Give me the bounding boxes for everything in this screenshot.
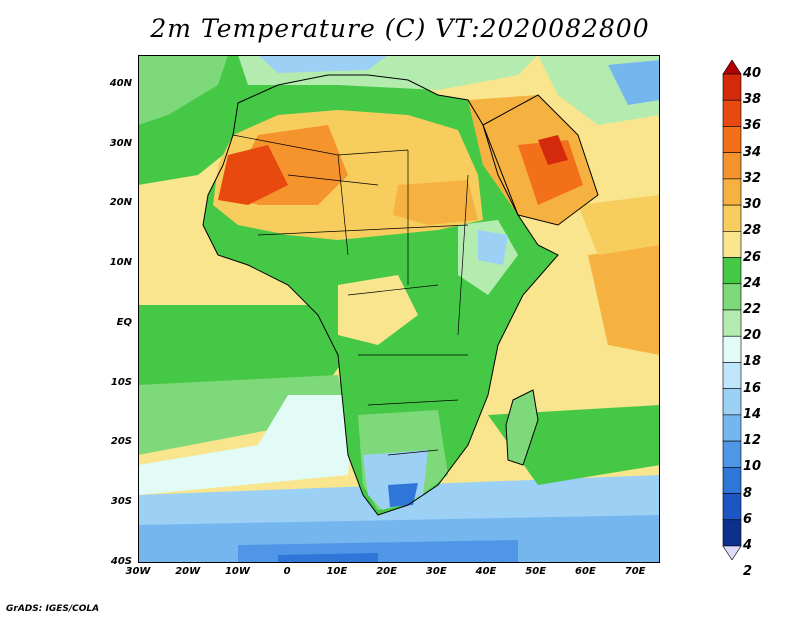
colorbar-label: 14 xyxy=(743,406,762,422)
colorbar-label: 2 xyxy=(743,564,753,580)
lon-label: 0 xyxy=(283,566,291,577)
ocean-arabian-sea xyxy=(578,195,660,255)
lon-label: 30E xyxy=(425,566,447,577)
colorbar-swatch xyxy=(722,440,742,468)
lat-label: 20S xyxy=(110,436,132,448)
arabia-coastline xyxy=(482,94,599,226)
colorbar-label: 40 xyxy=(743,66,762,81)
colorbar-label: 16 xyxy=(743,380,762,396)
colorbar-swatch xyxy=(722,309,742,337)
lon-label: 20W xyxy=(175,566,201,577)
colorbar-label: 6 xyxy=(743,511,753,527)
colorbar-label: 38 xyxy=(743,92,762,108)
credit-text: GrADS: IGES/COLA xyxy=(6,604,100,614)
colorbar-swatch xyxy=(722,99,742,127)
colorbar-label: 24 xyxy=(743,275,762,291)
country-borders xyxy=(232,134,469,456)
colorbar-label: 12 xyxy=(743,433,762,449)
colorbar-swatch xyxy=(722,545,742,560)
lon-label: 30W xyxy=(125,566,151,577)
lat-label: 30N xyxy=(109,137,132,149)
lat-label: 40N xyxy=(109,77,132,89)
colorbar xyxy=(722,60,742,560)
persian-gulf-hot xyxy=(538,135,568,165)
southern-africa-coldest xyxy=(388,483,418,507)
colorbar-swatch xyxy=(722,178,742,206)
colorbar-label: 36 xyxy=(743,118,762,134)
colorbar-label: 34 xyxy=(743,144,762,160)
colorbar-label: 28 xyxy=(743,223,762,239)
madagascar xyxy=(506,390,538,465)
lon-label: 10E xyxy=(326,566,348,577)
colorbar-label: 18 xyxy=(743,354,762,370)
colorbar-swatch xyxy=(722,283,742,311)
colorbar-label: 10 xyxy=(743,459,762,475)
colorbar-swatch xyxy=(722,126,742,153)
colorbar-label: 8 xyxy=(743,485,753,501)
colorbar-label: 32 xyxy=(743,170,762,186)
colorbar-swatch xyxy=(722,414,742,442)
colorbar-swatch xyxy=(722,257,742,285)
colorbar-label: 4 xyxy=(743,538,753,553)
sahel-hot xyxy=(393,180,478,225)
colorbar-swatch xyxy=(722,467,742,494)
ocean-southern-band-4 xyxy=(278,553,378,563)
lat-label: 40S xyxy=(110,556,132,567)
colorbar-label: 22 xyxy=(743,302,762,317)
colorbar-label: 20 xyxy=(743,328,762,344)
madagascar-coastline xyxy=(505,389,539,466)
lon-label: 40E xyxy=(475,566,497,577)
ocean-south-cyan xyxy=(138,395,358,495)
colorbar-label: 30 xyxy=(743,197,762,213)
colorbar-swatch xyxy=(722,335,742,363)
colorbar-swatch xyxy=(722,204,742,232)
colorbar-swatch xyxy=(722,519,742,547)
ethiopia-cool xyxy=(478,230,508,265)
colorbar-swatch xyxy=(722,493,742,521)
chart-title: 2m Temperature (C) VT:2020082800 xyxy=(150,14,650,43)
lat-label: 10N xyxy=(109,257,132,269)
lon-label: 70E xyxy=(624,566,646,577)
sahara-hottest xyxy=(218,145,288,205)
colorbar-swatch xyxy=(722,388,742,416)
colorbar-label: 26 xyxy=(743,249,762,265)
arabia-hot xyxy=(518,140,583,205)
lon-label: 50E xyxy=(525,566,547,577)
lon-label: 60E xyxy=(575,566,596,577)
colorbar-swatch xyxy=(722,231,742,258)
temperature-map xyxy=(138,55,660,563)
lat-label: EQ xyxy=(116,316,132,328)
asia-highland xyxy=(608,60,660,105)
ocean-north-atlantic-cool xyxy=(138,55,228,125)
colorbar-swatch xyxy=(722,73,742,101)
colorbar-swatch xyxy=(722,152,742,180)
lon-label: 10W xyxy=(224,566,250,577)
lat-label: 30S xyxy=(110,496,132,508)
colorbar-swatch xyxy=(722,60,742,75)
colorbar-swatch xyxy=(722,362,742,389)
ocean-indian-warm xyxy=(588,245,660,355)
lon-label: 20E xyxy=(376,566,397,577)
europe-cooler xyxy=(258,55,388,73)
lat-label: 20N xyxy=(109,197,132,209)
africa-coastline xyxy=(202,74,559,516)
lat-label: 10S xyxy=(110,376,132,388)
central-africa-warm xyxy=(338,275,418,345)
